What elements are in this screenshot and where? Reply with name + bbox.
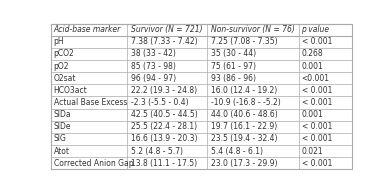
Text: < 0.001: < 0.001 [301, 159, 332, 168]
Text: pH: pH [54, 37, 64, 46]
Text: pCO2: pCO2 [54, 49, 74, 58]
Text: 7.25 (7.08 - 7.35): 7.25 (7.08 - 7.35) [211, 37, 278, 46]
Text: < 0.001: < 0.001 [301, 122, 332, 131]
Text: 75 (61 - 97): 75 (61 - 97) [211, 62, 256, 71]
Text: 0.001: 0.001 [301, 62, 323, 71]
Text: 5.4 (4.8 - 6.1): 5.4 (4.8 - 6.1) [211, 146, 263, 155]
Text: 16.6 (13.9 - 20.3): 16.6 (13.9 - 20.3) [131, 134, 197, 143]
Text: 0.021: 0.021 [301, 146, 323, 155]
Text: 35 (30 - 44): 35 (30 - 44) [211, 49, 256, 58]
Text: 19.7 (16.1 - 22.9): 19.7 (16.1 - 22.9) [211, 122, 277, 131]
Text: Atot: Atot [54, 146, 70, 155]
Text: Survivor (N = 721): Survivor (N = 721) [131, 25, 202, 34]
Text: < 0.001: < 0.001 [301, 134, 332, 143]
Text: O2sat: O2sat [54, 74, 76, 83]
Text: -10.9 (-16.8 - -5.2): -10.9 (-16.8 - -5.2) [211, 98, 281, 107]
Text: 7.38 (7.33 - 7.42): 7.38 (7.33 - 7.42) [131, 37, 197, 46]
Text: -2.3 (-5.5 - 0.4): -2.3 (-5.5 - 0.4) [131, 98, 188, 107]
Text: 42.5 (40.5 - 44.5): 42.5 (40.5 - 44.5) [131, 110, 198, 119]
Text: 38 (33 - 42): 38 (33 - 42) [131, 49, 176, 58]
Text: 25.5 (22.4 - 28.1): 25.5 (22.4 - 28.1) [131, 122, 197, 131]
Text: Corrected Anion Gap: Corrected Anion Gap [54, 159, 133, 168]
Text: < 0.001: < 0.001 [301, 86, 332, 95]
Text: SIDe: SIDe [54, 122, 71, 131]
Text: SIG: SIG [54, 134, 67, 143]
Text: 96 (94 - 97): 96 (94 - 97) [131, 74, 176, 83]
Text: Actual Base Excess: Actual Base Excess [54, 98, 127, 107]
Text: p value: p value [301, 25, 330, 34]
Text: 13.8 (11.1 - 17.5): 13.8 (11.1 - 17.5) [131, 159, 197, 168]
Text: 0.268: 0.268 [301, 49, 323, 58]
Text: SIDa: SIDa [54, 110, 71, 119]
Text: 5.2 (4.8 - 5.7): 5.2 (4.8 - 5.7) [131, 146, 183, 155]
Text: 16.0 (12.4 - 19.2): 16.0 (12.4 - 19.2) [211, 86, 277, 95]
Text: HCO3act: HCO3act [54, 86, 87, 95]
Text: pO2: pO2 [54, 62, 69, 71]
Text: 22.2 (19.3 - 24.8): 22.2 (19.3 - 24.8) [131, 86, 197, 95]
Text: 93 (86 - 96): 93 (86 - 96) [211, 74, 256, 83]
Text: < 0.001: < 0.001 [301, 98, 332, 107]
Text: 23.5 (19.4 - 32.4): 23.5 (19.4 - 32.4) [211, 134, 278, 143]
Text: <0.001: <0.001 [301, 74, 330, 83]
Text: 23.0 (17.3 - 29.9): 23.0 (17.3 - 29.9) [211, 159, 278, 168]
Text: 44.0 (40.6 - 48.6): 44.0 (40.6 - 48.6) [211, 110, 278, 119]
Text: 0.001: 0.001 [301, 110, 323, 119]
Text: < 0.001: < 0.001 [301, 37, 332, 46]
Text: Non-survivor (N = 76): Non-survivor (N = 76) [211, 25, 295, 34]
Text: Acid-base marker: Acid-base marker [54, 25, 121, 34]
Text: 85 (73 - 98): 85 (73 - 98) [131, 62, 176, 71]
